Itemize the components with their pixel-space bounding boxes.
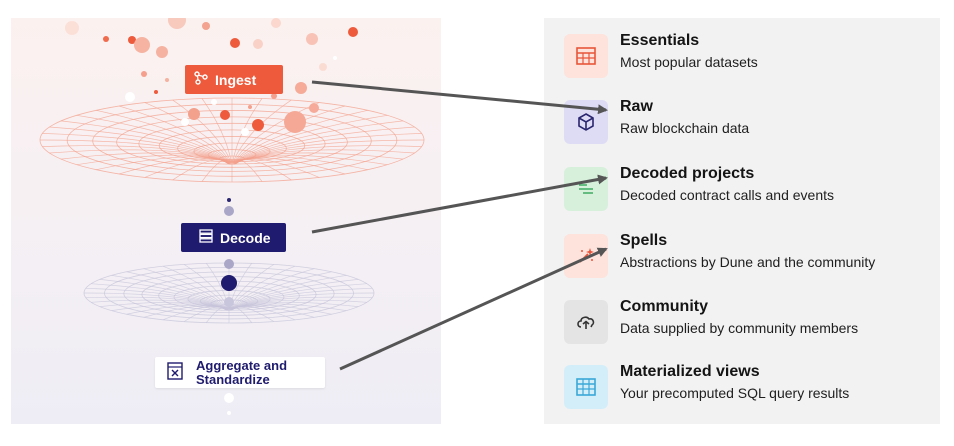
- particle: [156, 46, 168, 58]
- grid-table-icon: [564, 365, 608, 409]
- cloud-upload-icon: [564, 300, 608, 344]
- category-title: Community: [620, 298, 708, 315]
- category-title: Essentials: [620, 32, 700, 49]
- particle: [295, 82, 307, 94]
- particle: [134, 37, 150, 53]
- particle: [227, 198, 231, 202]
- particle: [154, 90, 158, 94]
- decoded-lines-icon: [564, 167, 608, 211]
- particle: [248, 105, 252, 109]
- category-decoded-projects[interactable]: Decoded projects Decoded contract calls …: [564, 165, 934, 213]
- category-description: Decoded contract calls and events: [620, 187, 835, 203]
- particle: [284, 111, 306, 133]
- particle: [230, 38, 240, 48]
- particle: [211, 99, 217, 105]
- dataset-categories-panel: Essentials Most popular datasets Raw Raw…: [544, 18, 940, 424]
- particle: [128, 36, 136, 44]
- particle: [306, 33, 318, 45]
- particle: [224, 393, 234, 403]
- category-description: Your precomputed SQL query results: [620, 385, 850, 401]
- ingest-nodes-icon: [194, 71, 208, 88]
- category-title: Spells: [620, 232, 668, 249]
- aggregate-label: Aggregate and Standardize: [196, 357, 288, 387]
- aggregate-stage-tag: Aggregate and Standardize: [155, 357, 325, 388]
- particle: [165, 78, 169, 82]
- category-spells[interactable]: Spells Abstractions by Dune and the comm…: [564, 232, 934, 280]
- decode-stage-tag: Decode: [181, 223, 286, 252]
- particle: [168, 18, 186, 29]
- particle: [252, 119, 264, 131]
- aggregate-function-icon: [167, 362, 183, 383]
- particle: [319, 63, 327, 71]
- table-icon: [564, 34, 608, 78]
- particle: [333, 56, 337, 60]
- category-materialized-views[interactable]: Materialized views Your precomputed SQL …: [564, 363, 934, 411]
- particle: [141, 71, 147, 77]
- category-community[interactable]: Community Data supplied by community mem…: [564, 298, 934, 346]
- particle: [224, 297, 234, 307]
- category-description: Data supplied by community members: [620, 320, 859, 336]
- particle: [181, 118, 189, 126]
- category-essentials[interactable]: Essentials Most popular datasets: [564, 32, 934, 80]
- particle: [271, 18, 281, 28]
- category-raw[interactable]: Raw Raw blockchain data: [564, 98, 934, 146]
- particle: [348, 27, 358, 37]
- particle: [253, 39, 263, 49]
- particle: [227, 411, 231, 415]
- particle: [202, 22, 210, 30]
- category-title: Raw: [620, 98, 653, 115]
- particle: [271, 93, 277, 99]
- aggregate-funnel-grid: [83, 262, 375, 324]
- ingest-funnel-grid: [39, 97, 425, 183]
- category-description: Abstractions by Dune and the community: [620, 254, 876, 270]
- particle: [188, 108, 200, 120]
- particle: [241, 128, 249, 136]
- category-description: Raw blockchain data: [620, 120, 750, 136]
- particle: [125, 92, 135, 102]
- ingest-label: Ingest: [215, 71, 257, 88]
- category-description: Most popular datasets: [620, 54, 758, 70]
- particle: [309, 103, 319, 113]
- category-title: Materialized views: [620, 363, 760, 380]
- decode-stack-icon: [199, 229, 213, 246]
- magic-wand-icon: [564, 234, 608, 278]
- cube-icon: [564, 100, 608, 144]
- particle: [220, 110, 230, 120]
- ingest-stage-tag: Ingest: [185, 65, 283, 94]
- particle: [65, 21, 79, 35]
- decode-label: Decode: [220, 229, 271, 246]
- category-title: Decoded projects: [620, 165, 755, 182]
- particle: [221, 275, 237, 291]
- particle: [224, 259, 234, 269]
- particle: [103, 36, 109, 42]
- particle: [224, 206, 234, 216]
